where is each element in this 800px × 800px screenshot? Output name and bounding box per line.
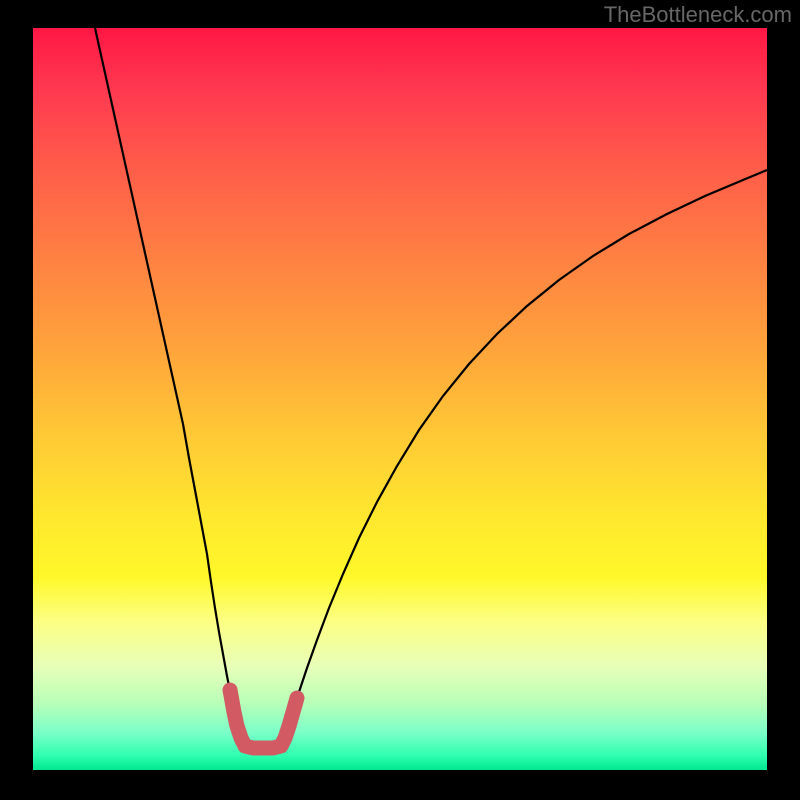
marker-segment [230,690,297,748]
chart-container: TheBottleneck.com [0,0,800,800]
chart-svg [0,0,800,800]
plot-group [95,28,767,748]
bottleneck-curve [95,28,767,746]
watermark-text: TheBottleneck.com [604,2,792,28]
